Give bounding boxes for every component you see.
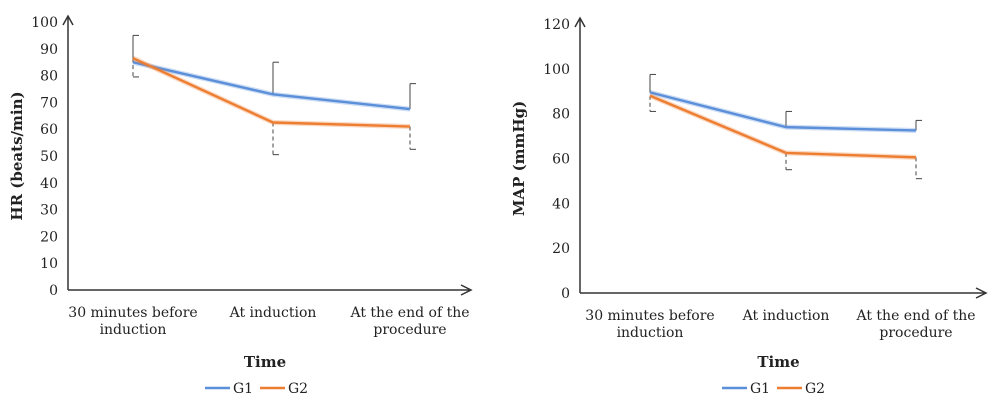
chart-1: 0 10 20 30 40 50 60 70 80 90 100 30 minutes before i… bbox=[8, 14, 473, 397]
chart-2: 0 20 40 60 80 100 120 30 minutes before inductio… bbox=[510, 16, 988, 397]
y-tick-label: 70 bbox=[40, 95, 58, 111]
y-axis-arrow bbox=[574, 16, 586, 28]
y-tick-label: 90 bbox=[40, 42, 58, 58]
y-tick-label: 120 bbox=[543, 17, 570, 33]
y-tick-label: 100 bbox=[543, 62, 570, 78]
y-tick-label: 40 bbox=[40, 176, 58, 192]
x-tick-label: At the end of the procedure bbox=[855, 308, 975, 341]
legend-label-g2: G2 bbox=[805, 381, 825, 397]
y-tick-label: 30 bbox=[40, 203, 58, 219]
x-axis-arrow bbox=[460, 284, 473, 296]
y-axis-arrow bbox=[62, 14, 74, 26]
x-tick-label: 30 minutes before induction bbox=[585, 308, 714, 341]
y-tick-label: 10 bbox=[40, 256, 58, 272]
x-tick-label: 30 minutes before induction bbox=[68, 305, 197, 338]
x-axis-arrow bbox=[975, 287, 988, 299]
y-tick-label: 50 bbox=[40, 149, 58, 165]
legend-label-g1: G1 bbox=[750, 381, 770, 397]
legend-label-g2: G2 bbox=[288, 381, 308, 397]
x-tick-label: At the end of the procedure bbox=[349, 305, 469, 338]
y-axis-title: MAP (mmHg) bbox=[510, 101, 528, 216]
series-line-g1 bbox=[132, 61, 411, 111]
y-tick-label: 60 bbox=[40, 122, 58, 138]
series-line-g2 bbox=[132, 57, 411, 128]
y-tick-label: 100 bbox=[31, 15, 58, 31]
legend-label-g1: G1 bbox=[233, 381, 253, 397]
x-tick-label: At induction bbox=[742, 308, 830, 324]
y-tick-label: 80 bbox=[552, 107, 570, 123]
y-axis-title: HR (beats/min) bbox=[8, 91, 26, 220]
y-tick-label: 20 bbox=[552, 241, 570, 257]
series-line-g2 bbox=[649, 94, 917, 159]
y-tick-label: 0 bbox=[49, 283, 58, 299]
x-axis-title: Time bbox=[244, 353, 286, 371]
y-tick-label: 20 bbox=[40, 229, 58, 245]
y-tick-label: 40 bbox=[552, 196, 570, 212]
y-tick-label: 80 bbox=[40, 69, 58, 85]
series-line-g1 bbox=[649, 91, 917, 132]
x-tick-label: At induction bbox=[229, 305, 317, 321]
y-tick-label: 60 bbox=[552, 152, 570, 168]
series-line-shadow bbox=[132, 59, 411, 112]
x-axis-title: Time bbox=[757, 353, 799, 371]
y-tick-label: 0 bbox=[561, 286, 570, 302]
